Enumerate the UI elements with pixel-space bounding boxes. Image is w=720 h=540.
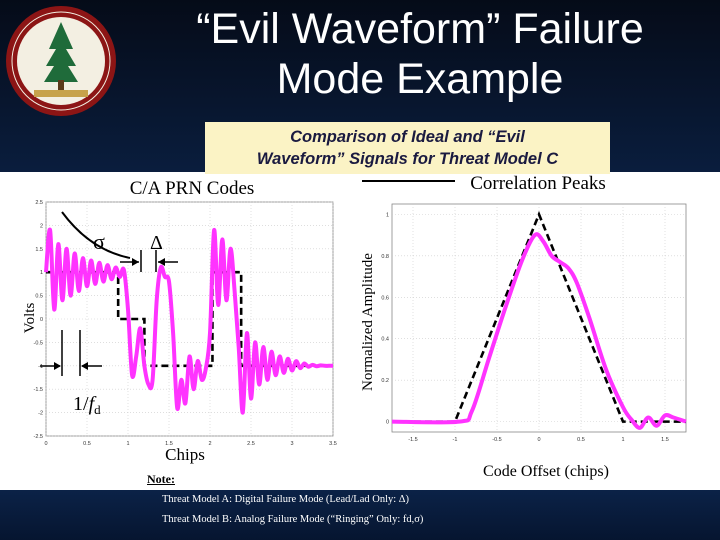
- left-ytick-label: -0.5: [34, 340, 43, 346]
- right-xtick-label: -1: [453, 437, 458, 443]
- right-ytick-label: 0.6: [381, 295, 389, 301]
- left-chart: 0 0.5 1 1.5 2 2.5 3 3.5 -2.5 -2 -1.5 -1 -0.5 0 0.5 1 1.5…: [34, 200, 337, 447]
- left-xtick-label: 2.5: [247, 441, 255, 447]
- left-xtick-label: 3: [290, 441, 293, 447]
- left-ytick-label: -2.5: [34, 434, 43, 440]
- left-chart-xlabel: Chips: [165, 445, 205, 464]
- left-ytick-label: 0.5: [35, 294, 43, 300]
- right-chart-ylabel: Normalized Amplitude: [360, 253, 376, 391]
- left-xtick-label: 0: [44, 441, 47, 447]
- left-ytick-label: -2: [38, 411, 43, 417]
- caption-line-2: Waveform” Signals for Threat Model C: [256, 150, 559, 168]
- left-xtick-label: 1: [126, 441, 129, 447]
- seal-rim: [11, 11, 111, 111]
- right-xtick-label: 0: [537, 437, 540, 443]
- seal-tree-icon: [44, 22, 78, 90]
- right-xtick-label: -1.5: [408, 437, 417, 443]
- right-ytick-label: 0: [386, 420, 389, 426]
- left-ideal-series: [46, 270, 333, 368]
- sigma-decay-curve: [61, 211, 131, 259]
- period-arrows: [40, 330, 102, 376]
- title-line-2: Mode Example: [276, 55, 564, 103]
- left-ytick-label: 2: [40, 223, 43, 229]
- left-ytick-label: 0: [40, 317, 43, 323]
- left-ytick-label: 1.5: [35, 247, 43, 253]
- right-chart: -1.5 -1 -0.5 0 0.5 1 1.5 0 0.2 0.4 0.6 0.8 1: [381, 203, 687, 443]
- right-ytick-label: 0.4: [381, 337, 389, 343]
- right-xtick-label: -0.5: [492, 437, 501, 443]
- left-chart-title: C/A PRN Codes: [130, 178, 255, 199]
- right-ytick-label: 0.8: [381, 254, 389, 260]
- caption-line-1: Comparison of Ideal and “Evil: [290, 128, 525, 146]
- slide-title: “Evil Waveform” Failure Mode Example: [140, 4, 700, 104]
- left-xtick-label: 0.5: [83, 441, 91, 447]
- university-seal: [6, 6, 116, 116]
- period-annotation: 1/fd: [73, 393, 101, 417]
- left-plot-area: [45, 201, 334, 437]
- title-line-1: “Evil Waveform” Failure: [196, 5, 644, 53]
- sigma-annotation: σ: [93, 229, 105, 254]
- left-ytick-label: 1: [40, 270, 43, 276]
- left-xtick-label: 2: [208, 441, 211, 447]
- delta-annotation: Δ: [150, 232, 163, 254]
- seal-banner: [34, 90, 88, 97]
- figure-caption-box: Comparison of Ideal and “Evil Waveform” …: [205, 122, 610, 174]
- left-xtick-label: 1.5: [165, 441, 173, 447]
- right-chart-title: Correlation Peaks: [470, 173, 606, 194]
- right-xtick-label: 1.5: [661, 437, 669, 443]
- left-chart-ylabel: Volts: [22, 303, 38, 334]
- left-ytick-label: -1: [38, 364, 43, 370]
- note-label: Note:: [147, 472, 175, 486]
- right-evil-waveform-series: [391, 232, 687, 430]
- delta-arrows: [120, 250, 178, 272]
- right-ytick-label: 1: [386, 212, 389, 218]
- right-xtick-label: 0.5: [577, 437, 585, 443]
- note-line-1: Threat Model A: Digital Failure Mode (Le…: [162, 494, 410, 505]
- note-line-2: Threat Model B: Analog Failure Mode (“Ri…: [162, 514, 424, 525]
- left-ytick-label: -1.5: [34, 387, 43, 393]
- left-xtick-label: 3.5: [329, 441, 337, 447]
- right-ytick-label: 0.2: [381, 378, 389, 384]
- note-footer: [0, 490, 720, 540]
- right-chart-xlabel: Code Offset (chips): [483, 463, 609, 480]
- left-evil-waveform-series: [44, 227, 333, 415]
- left-ytick-label: 2.5: [35, 200, 43, 206]
- right-xtick-label: 1: [621, 437, 624, 443]
